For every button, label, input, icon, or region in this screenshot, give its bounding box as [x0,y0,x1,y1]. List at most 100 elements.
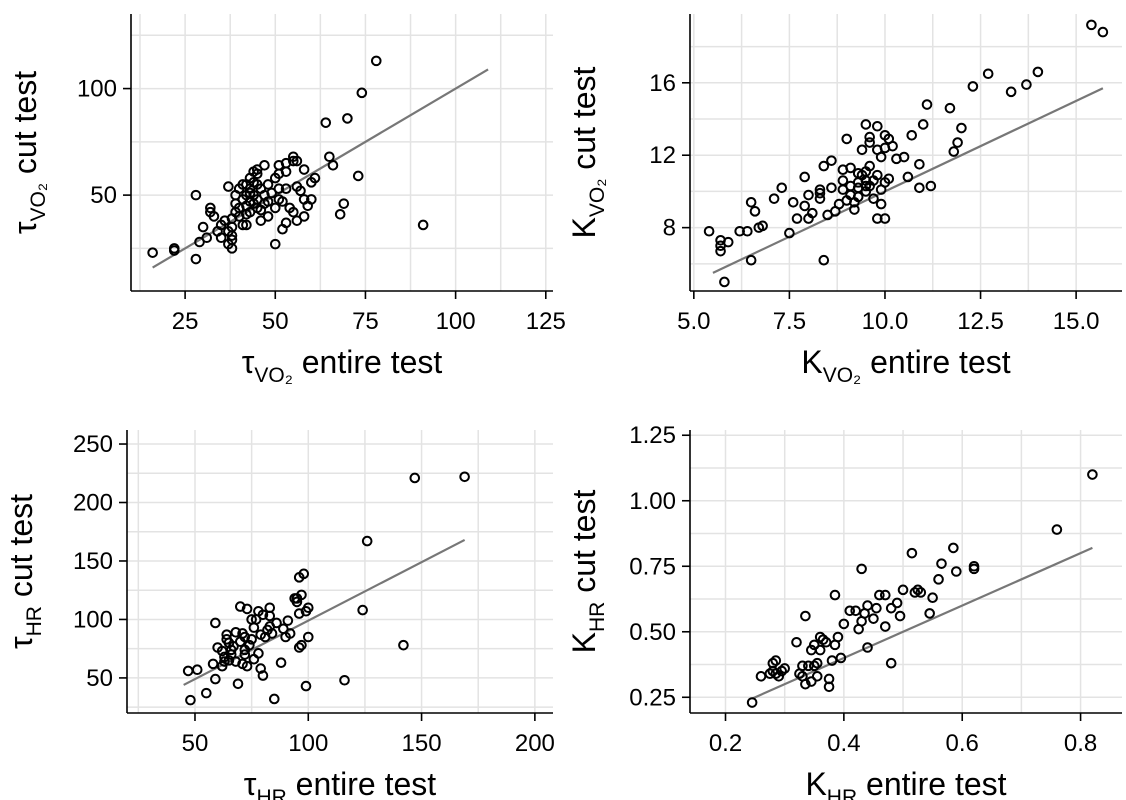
data-point [837,175,849,186]
data-point [226,234,238,246]
data-point [251,168,263,180]
x-tick-label: 15.0 [1053,308,1100,335]
data-point [262,211,274,222]
y-title-text: cut test [3,494,39,606]
data-point [228,641,239,652]
data-point [257,670,269,681]
data-point [838,618,850,630]
data-point [850,605,861,617]
data-point [241,219,252,231]
data-point [868,193,879,204]
y-tick-label: 12 [649,142,676,169]
data-point [887,140,898,152]
data-point [909,587,921,598]
data-point [757,220,768,232]
data-point [862,600,873,611]
data-point [246,634,257,645]
data-point [921,99,933,110]
data-point [745,196,757,208]
data-point [799,200,810,212]
data-point [951,566,962,577]
data-point [210,617,221,629]
data-point [147,247,158,258]
fit-line [751,546,1093,700]
data-point [933,574,944,585]
data-point [800,610,811,622]
data-point [835,652,847,664]
data-point [320,117,332,128]
data-point [864,131,875,143]
data-point [814,187,826,199]
data-point [814,184,826,195]
x-tick-label: 125 [526,308,566,335]
data-point [269,202,281,214]
data-point [914,182,925,194]
x-title-text: entire test [287,766,437,800]
data-point [917,119,929,130]
y-tick-label: 1.25 [629,422,676,449]
data-point [268,693,280,705]
y-tick-label: 0.50 [629,619,676,646]
data-point [295,185,306,197]
data-point [703,225,715,237]
data-point [818,254,830,266]
y-title-text: cut test [566,490,602,602]
data-points [703,19,1109,288]
data-point [197,221,209,233]
data-point [864,160,875,172]
x-tick-label: 0.8 [1064,730,1097,757]
data-point [797,660,808,672]
data-point [230,627,242,638]
x-tick-label: 25 [172,308,199,335]
y-title-subscript: VO₂ [586,179,609,218]
data-point [875,151,887,163]
data-point [1051,524,1063,535]
data-point [298,211,310,222]
data-point [719,276,730,288]
data-point [324,151,335,163]
data-point [791,213,803,224]
data-point [715,245,726,257]
data-point [915,587,927,598]
data-point [293,608,305,619]
data-point [182,665,194,677]
data-point [879,213,891,224]
x-title-subscript: VO₂ [823,364,862,387]
data-point [826,155,837,166]
data-point [891,597,903,609]
data-point [168,243,180,254]
data-point [914,158,925,170]
data-point [968,563,980,575]
fit-line [183,538,466,686]
data-point [266,628,278,639]
data-point [856,563,867,575]
data-point [223,655,235,666]
y-title-symbol: τ [7,221,43,234]
data-point [288,155,299,167]
data-point [871,602,882,614]
data-point [190,253,202,265]
data-point [232,678,244,690]
data-point [849,204,860,215]
x-tick-label: 0.4 [827,730,860,757]
data-point [409,472,421,484]
x-tick-label: 0.6 [946,730,979,757]
y-axis-title: KVO₂ cut test [566,66,609,238]
data-point [275,657,287,669]
y-tick-label: 100 [73,606,113,633]
data-point [948,146,960,157]
data-point [844,605,856,617]
data-point [832,631,844,643]
y-tick-label: 16 [649,70,676,97]
data-point [327,159,339,171]
data-point [982,68,994,80]
data-point [223,181,234,192]
data-point [906,130,918,141]
x-tick-label: 150 [402,730,442,757]
x-tick-label: 75 [352,308,379,335]
x-tick-label: 50 [182,730,209,757]
data-point [398,639,409,651]
